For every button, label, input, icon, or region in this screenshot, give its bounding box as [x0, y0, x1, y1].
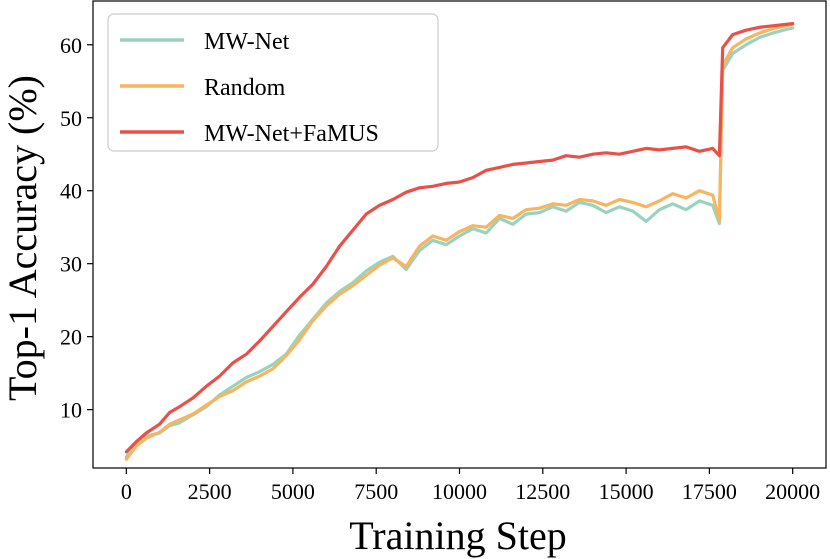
x-tick-label: 15000: [599, 479, 654, 504]
y-axis-title: Top-1 Accuracy (%): [0, 75, 45, 401]
y-tick-label: 30: [60, 252, 82, 277]
series-line-1: [124, 26, 795, 459]
series-line-2: [124, 22, 795, 461]
legend-label-3: MW-Net+FaMUS: [204, 121, 379, 147]
x-tick-label: 20000: [765, 479, 820, 504]
series-layer: [124, 22, 795, 461]
y-tick-label: 60: [60, 33, 82, 58]
x-tick-label: 17500: [682, 479, 737, 504]
x-tick-label: 2500: [188, 479, 232, 504]
series-line-3: [124, 22, 795, 454]
legend-label-2: Random: [204, 75, 286, 101]
x-axis-title: Training Step: [349, 513, 566, 558]
y-tick-label: 20: [60, 325, 82, 350]
y-tick-label: 40: [60, 179, 82, 204]
y-tick-label: 50: [60, 106, 82, 131]
x-tick-label: 5000: [271, 479, 315, 504]
y-axis-ticks: 10 20 30 40 50 60: [60, 33, 93, 423]
legend-box: [107, 13, 439, 152]
x-tick-label: 10000: [432, 479, 487, 504]
legend: MW-Net Random MW-Net+FaMUS: [107, 13, 439, 152]
x-tick-label: 7500: [354, 479, 398, 504]
x-tick-label: 12500: [515, 479, 570, 504]
x-tick-label: 0: [121, 479, 132, 504]
x-axis-ticks: 0 2500 5000 7500 10000 12500 15000 17500 20000: [121, 468, 820, 504]
legend-label-1: MW-Net: [204, 29, 290, 55]
y-tick-label: 10: [60, 398, 82, 423]
